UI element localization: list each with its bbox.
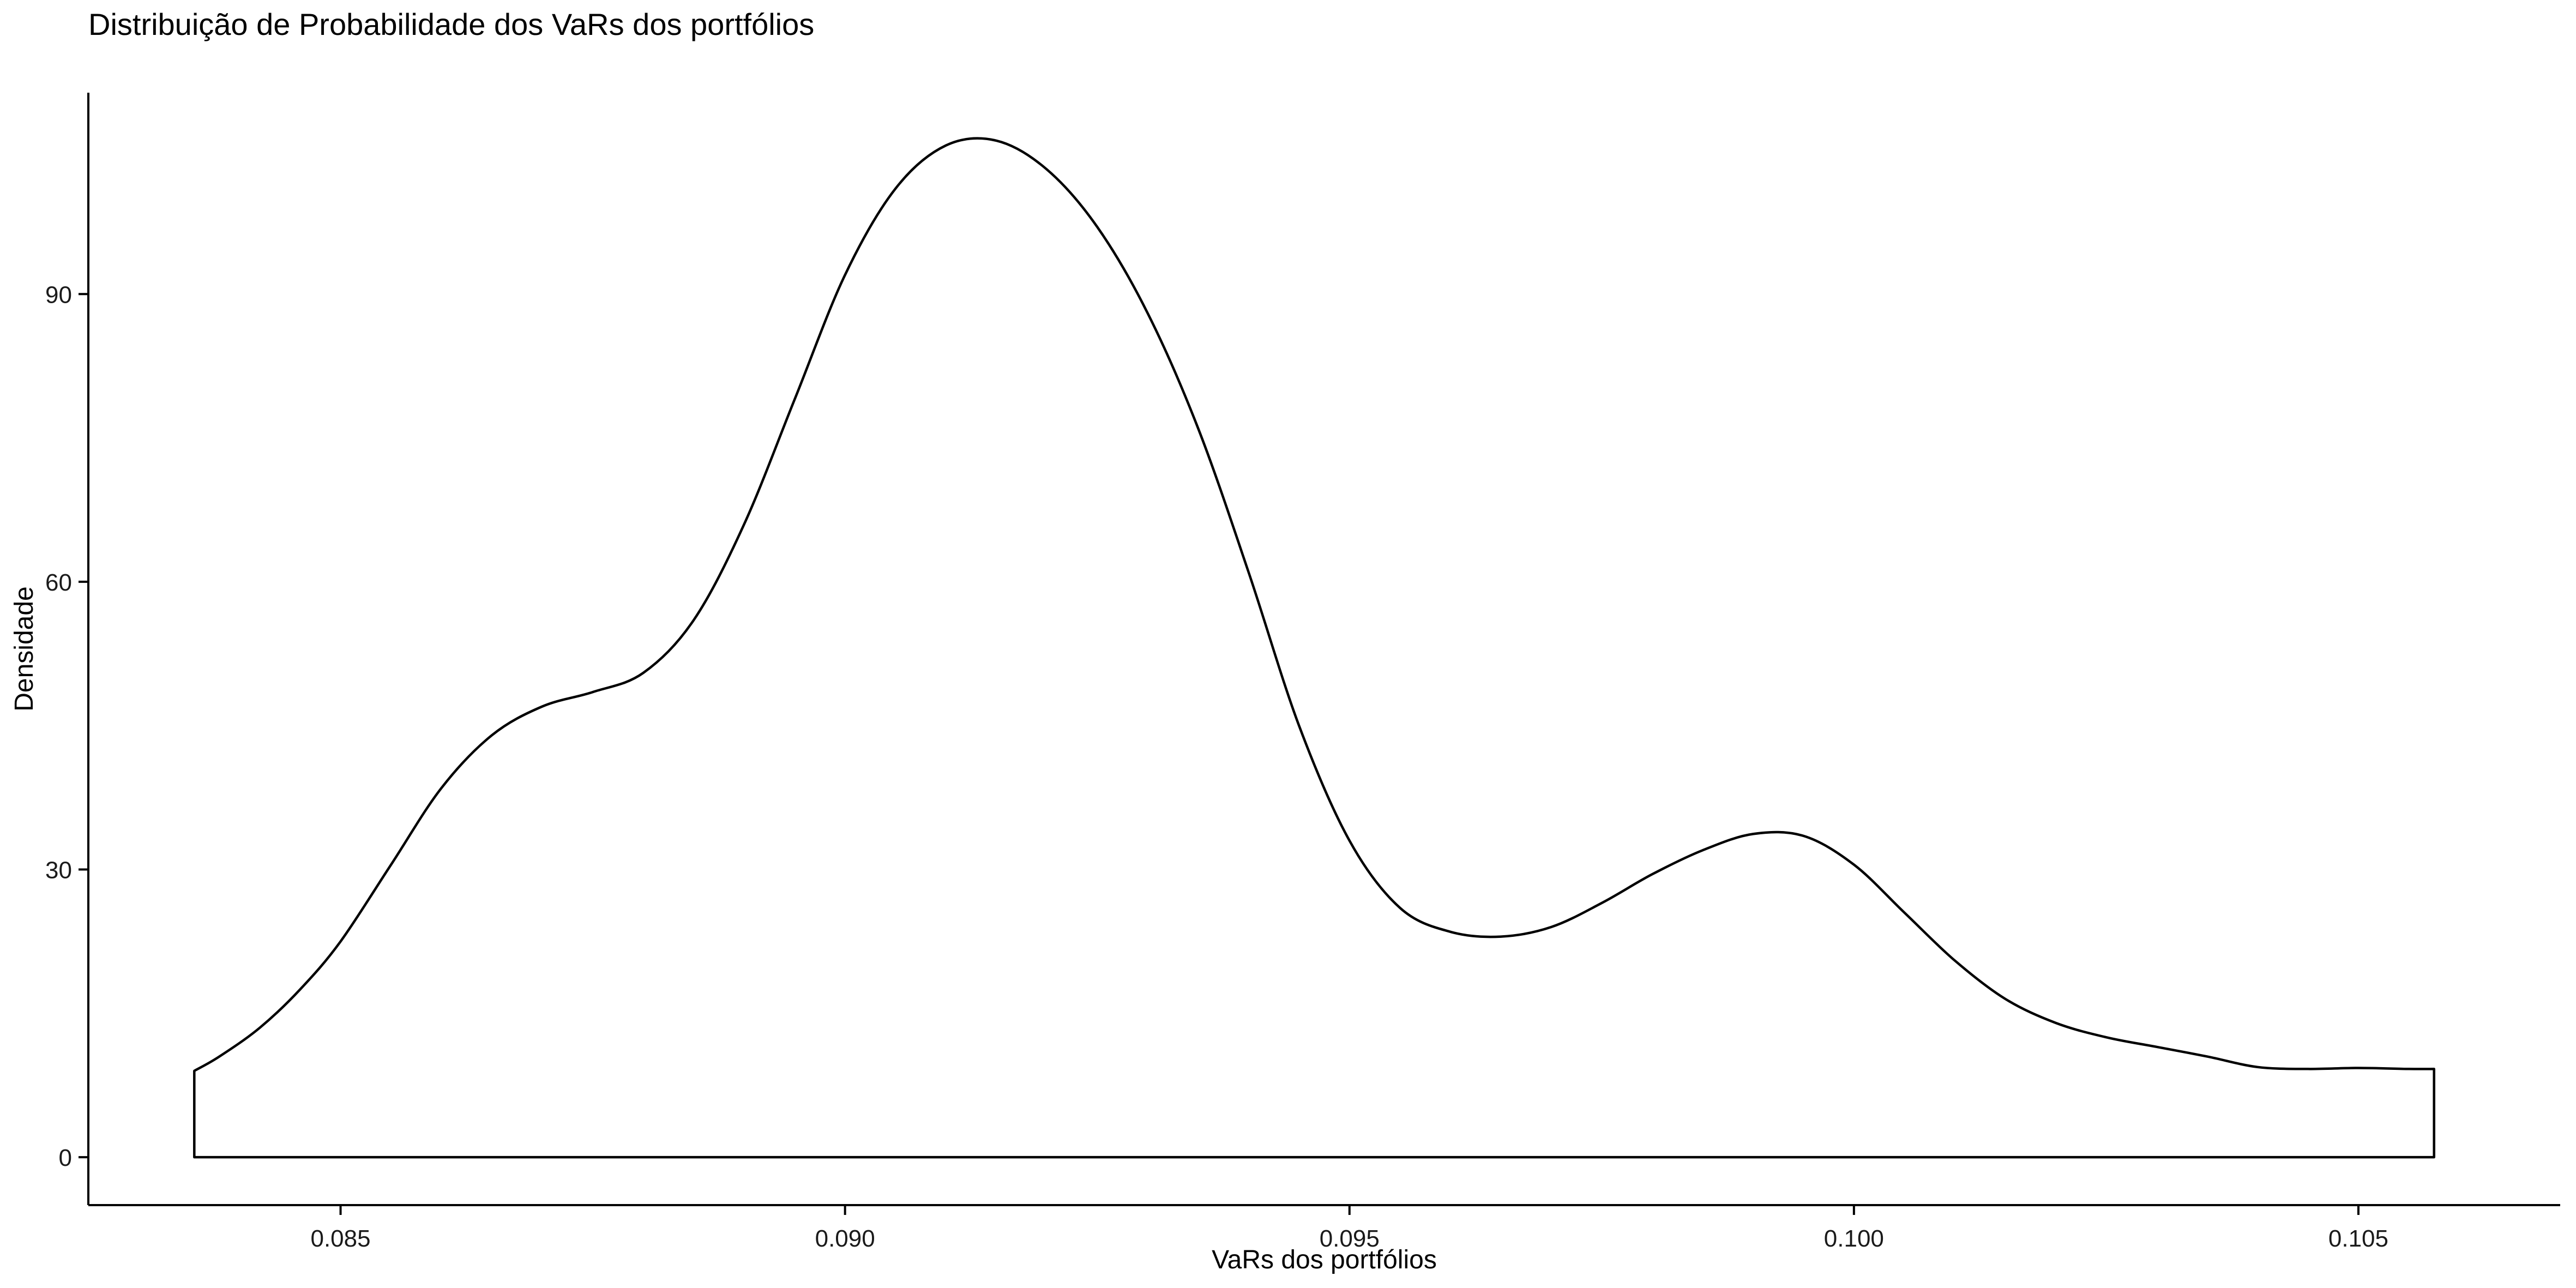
- y-tick-label: 90: [45, 281, 72, 308]
- density-curve: [193, 137, 2435, 1159]
- x-tick-label: 0.100: [1824, 1225, 1884, 1252]
- y-axis-title: Densidade: [10, 586, 39, 712]
- x-tick-label: 0.105: [2328, 1225, 2388, 1252]
- x-tick-label: 0.095: [1320, 1225, 1380, 1252]
- x-tick-label: 0.085: [310, 1225, 370, 1252]
- x-axis-title: VaRs dos portfólios: [1212, 1245, 1437, 1274]
- y-tick-label: 60: [45, 569, 72, 596]
- plot-area: [193, 137, 2435, 1159]
- y-axis-ticks: 0 30 60 90: [45, 281, 88, 1171]
- chart-title: Distribuição de Probabilidade dos VaRs d…: [88, 7, 814, 41]
- x-tick-label: 0.090: [815, 1225, 875, 1252]
- y-tick-label: 0: [59, 1145, 72, 1171]
- y-tick-label: 30: [45, 857, 72, 883]
- x-axis-ticks: 0.085 0.090 0.095 0.100 0.105: [310, 1205, 2388, 1252]
